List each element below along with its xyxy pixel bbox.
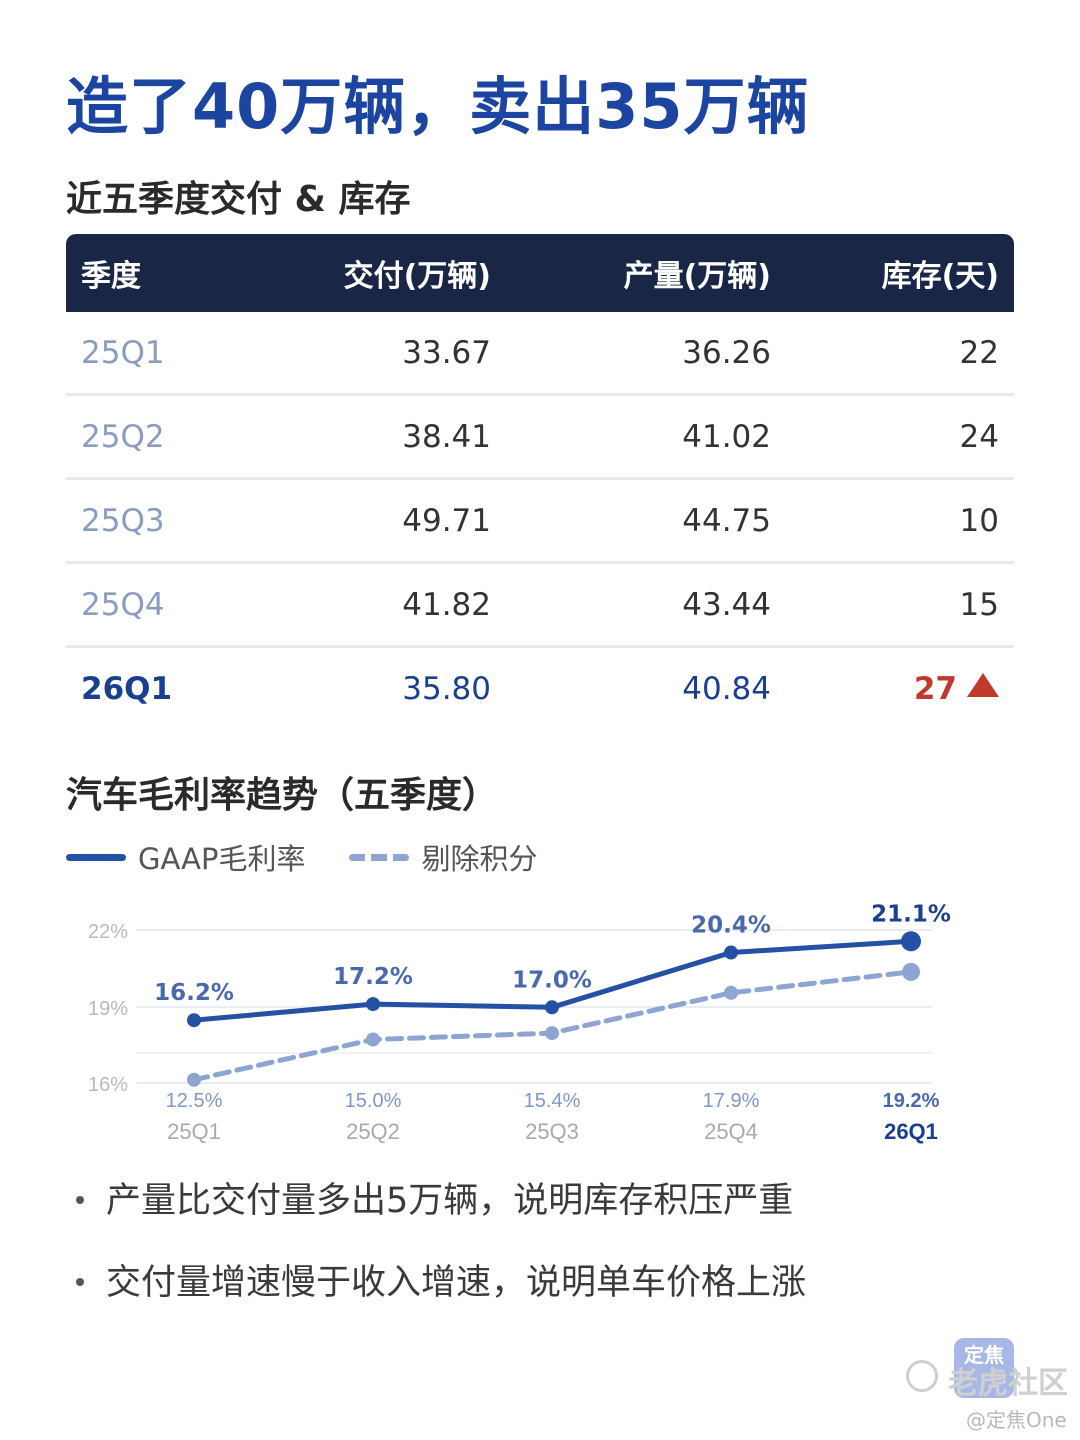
header-production: 产量(万辆) [623,259,771,294]
cell-delivery: 49.71 [402,502,491,539]
x-tick-label: 26Q1 [884,1119,938,1144]
margin-trend-chart: 22% 19% 16% 16.2% 17.2% 17.0% 20.4% 21.1% 12.5% 1… [88,901,951,1144]
data-label-gaap: 16.2% [154,980,234,1006]
y-tick-label: 19% [88,998,128,1020]
cell-delivery: 33.67 [402,334,491,371]
y-tick-label: 16% [88,1074,128,1096]
bullet-dot-icon [76,1196,84,1204]
legend-label: GAAP毛利率 [138,842,306,876]
header-delivery: 交付(万辆) [343,259,491,294]
data-point-gaap [901,931,921,952]
cell-inventory: 22 [959,334,999,371]
cell-production: 43.44 [682,586,771,623]
x-tick-label: 25Q2 [346,1119,400,1144]
x-tick-label: 25Q3 [525,1119,579,1144]
data-point-ex-credits [366,1032,380,1047]
data-label-ex-credits: 15.0% [345,1090,402,1112]
x-tick-label: 25Q4 [704,1119,758,1144]
data-label-ex-credits: 15.4% [524,1090,581,1112]
key-takeaways: 产量比交付量多出5万辆，说明库存积压严重 交付量增速慢于收入增速，说明单车价格上… [76,1172,806,1336]
table-row-highlight: 26Q1 35.80 40.84 27 [66,645,1014,729]
header-inventory: 库存(天) [881,259,999,294]
cell-delivery: 35.80 [402,670,491,707]
chart-section-title: 汽车毛利率趋势（五季度） [66,775,499,816]
bullet-text: 产量比交付量多出5万辆，说明库存积压严重 [106,1181,794,1221]
cell-quarter: 25Q4 [81,586,165,623]
dashed-line-swatch [349,853,410,861]
data-label-gaap: 21.1% [871,901,951,927]
header-quarter: 季度 [81,259,141,294]
y-tick-label: 22% [88,921,128,943]
legend-item-gaap: GAAP毛利率 [66,836,305,878]
legend-item-ex-credits: 剔除积分 [349,836,537,878]
solid-line-swatch [66,853,126,861]
cell-production: 44.75 [682,502,771,539]
inventory-value: 27 [913,670,957,707]
up-triangle-icon [967,672,999,697]
cell-production: 41.02 [682,418,771,455]
data-label-gaap: 17.2% [333,964,413,990]
data-point-gaap [545,1000,559,1015]
headline: 造了40万辆，卖出35万辆 [66,70,810,143]
legend-label: 剔除积分 [421,842,538,876]
cell-inventory: 15 [959,586,999,623]
table-header: 季度 交付(万辆) 产量(万辆) 库存(天) [66,234,1014,312]
cell-delivery: 41.82 [402,586,491,623]
x-tick-label: 25Q1 [167,1119,221,1144]
bullet-item: 产量比交付量多出5万辆，说明库存积压严重 [76,1172,806,1254]
data-point-ex-credits [902,962,920,981]
delivery-inventory-table: 季度 交付(万辆) 产量(万辆) 库存(天) 25Q1 33.67 36.26 … [66,234,1014,729]
table-row: 25Q2 38.41 41.02 24 [66,393,1014,477]
cell-delivery: 38.41 [402,418,491,455]
table-section-title: 近五季度交付 & 库存 [66,179,411,220]
data-label-gaap: 17.0% [512,967,592,993]
bullet-text: 交付量增速慢于收入增速，说明单车价格上涨 [106,1263,807,1303]
table-row: 25Q3 49.71 44.75 10 [66,477,1014,561]
data-point-ex-credits [724,985,738,1000]
data-label-ex-credits: 17.9% [703,1090,760,1112]
cell-inventory-warning: 27 [771,671,999,707]
cell-inventory: 10 [959,502,999,539]
cell-production: 40.84 [682,670,771,707]
data-point-gaap [724,945,738,960]
cell-production: 36.26 [682,334,771,371]
watermark-site: 老虎社区 [948,1366,1068,1401]
watermark-handle: @定焦One [966,1408,1067,1432]
bullet-item: 交付量增速慢于收入增速，说明单车价格上涨 [76,1254,806,1336]
table-row: 25Q4 41.82 43.44 15 [66,561,1014,645]
data-point-gaap [187,1013,201,1028]
community-logo-icon [906,1360,938,1392]
cell-inventory: 24 [959,418,999,455]
cell-quarter: 25Q2 [81,418,165,455]
data-point-ex-credits [187,1072,201,1087]
bullet-dot-icon [76,1278,84,1286]
cell-quarter: 25Q1 [81,334,165,371]
source-badge: 定焦 [954,1338,1014,1398]
cell-quarter: 25Q3 [81,502,165,539]
chart-legend: GAAP毛利率 剔除积分 [66,836,581,878]
data-point-gaap [366,997,380,1012]
cell-quarter: 26Q1 [81,670,173,707]
data-label-ex-credits: 12.5% [166,1090,223,1112]
data-point-ex-credits [545,1026,559,1041]
table-row: 25Q1 33.67 36.26 22 [66,312,1014,393]
data-label-ex-credits: 19.2% [883,1090,940,1112]
data-label-gaap: 20.4% [691,913,771,939]
